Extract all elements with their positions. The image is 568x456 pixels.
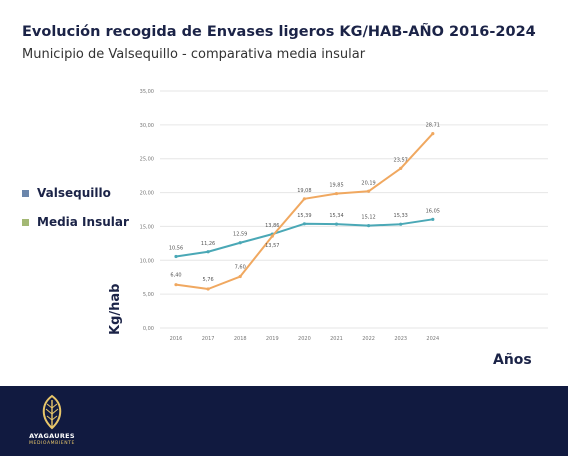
brand-name: AYAGAURES	[29, 432, 75, 440]
data-label: 11,26	[201, 241, 215, 247]
data-point	[206, 250, 210, 254]
y-tick-label: 20,00	[140, 191, 154, 197]
x-tick-label: 2021	[330, 336, 343, 342]
data-point	[302, 222, 306, 226]
data-label: 20,19	[361, 180, 375, 186]
x-tick-label: 2018	[234, 336, 247, 342]
data-point	[174, 283, 178, 287]
legend-swatch-media-insular	[22, 218, 29, 226]
data-label: 28,71	[426, 123, 440, 129]
x-tick-label: 2016	[170, 336, 183, 342]
y-tick-label: 5,00	[143, 292, 154, 298]
x-tick-label: 2023	[394, 336, 407, 342]
data-label: 15,39	[297, 213, 311, 219]
legend-item-media-insular: Media Insular	[22, 212, 132, 232]
data-label: 15,12	[361, 215, 375, 221]
legend: Valsequillo Media Insular	[22, 183, 132, 241]
x-tick-label: 2019	[266, 336, 279, 342]
data-label: 12,59	[233, 232, 247, 238]
data-label: 23,57	[394, 157, 408, 163]
data-point	[399, 222, 403, 226]
data-point	[174, 254, 178, 259]
data-label: 6,40	[170, 273, 181, 279]
y-tick-label: 0,00	[143, 326, 154, 332]
data-label: 19,85	[329, 183, 343, 189]
line-chart: 0,00 5,00 10,00 15,00 20,00 25,00 30,00 35,00 2…	[140, 89, 548, 342]
y-tick-label: 10,00	[140, 258, 154, 264]
data-point	[270, 234, 274, 238]
data-point	[206, 287, 210, 291]
data-label: 7,60	[235, 265, 246, 271]
y-tick-label: 15,00	[140, 224, 154, 230]
data-point	[367, 224, 371, 228]
data-point	[334, 222, 339, 226]
data-point	[334, 191, 339, 196]
data-label: 10,56	[169, 245, 183, 251]
series-lines	[174, 131, 435, 291]
x-axis-ticks: 2016 2017 2018 2019 2020 2021 2022 2023 2024	[170, 336, 440, 342]
footer-bar: AYAGAURES MEDIOAMBIENTE	[0, 386, 568, 456]
company-logo: AYAGAURES MEDIOAMBIENTE	[22, 394, 82, 452]
x-tick-label: 2022	[362, 336, 375, 342]
x-tick-label: 2017	[202, 336, 215, 342]
x-axis-label: Años	[493, 352, 532, 368]
legend-item-valsequillo: Valsequillo	[22, 183, 132, 203]
data-label: 15,33	[394, 213, 408, 219]
legend-swatch-valsequillo	[22, 189, 29, 197]
leaf-icon	[42, 394, 62, 430]
data-labels: 10,56 11,26 12,59 13,86 15,39 15,34 15,12 15,33…	[169, 123, 440, 283]
data-point	[367, 189, 371, 193]
data-point	[431, 131, 435, 136]
data-label: 19,08	[297, 188, 311, 194]
chart-subtitle: Municipio de Valsequillo - comparativa m…	[22, 47, 366, 62]
chart-grid	[160, 90, 548, 329]
y-axis-label: Kg/hab	[108, 283, 123, 335]
y-axis-ticks: 0,00 5,00 10,00 15,00 20,00 25,00 30,00 35,00	[140, 89, 154, 332]
data-point	[431, 217, 435, 221]
data-point	[399, 166, 403, 170]
data-label: 16,05	[426, 208, 440, 214]
data-point	[238, 274, 242, 279]
legend-label-media-insular: Media Insular	[37, 215, 129, 229]
data-label: 5,76	[203, 277, 214, 283]
data-label: 15,34	[329, 213, 343, 219]
x-tick-label: 2020	[298, 336, 311, 342]
data-label: 13,57	[265, 243, 279, 249]
y-tick-label: 30,00	[140, 123, 154, 129]
y-tick-label: 25,00	[140, 157, 154, 163]
data-label: 13,86	[265, 223, 279, 229]
brand-subtitle: MEDIOAMBIENTE	[29, 441, 75, 446]
chart-title: Evolución recogida de Envases ligeros KG…	[22, 24, 536, 40]
data-point	[238, 241, 242, 245]
data-point	[302, 197, 306, 201]
x-tick-label: 2024	[426, 336, 439, 342]
y-tick-label: 35,00	[140, 89, 154, 95]
legend-label-valsequillo: Valsequillo	[37, 186, 111, 200]
